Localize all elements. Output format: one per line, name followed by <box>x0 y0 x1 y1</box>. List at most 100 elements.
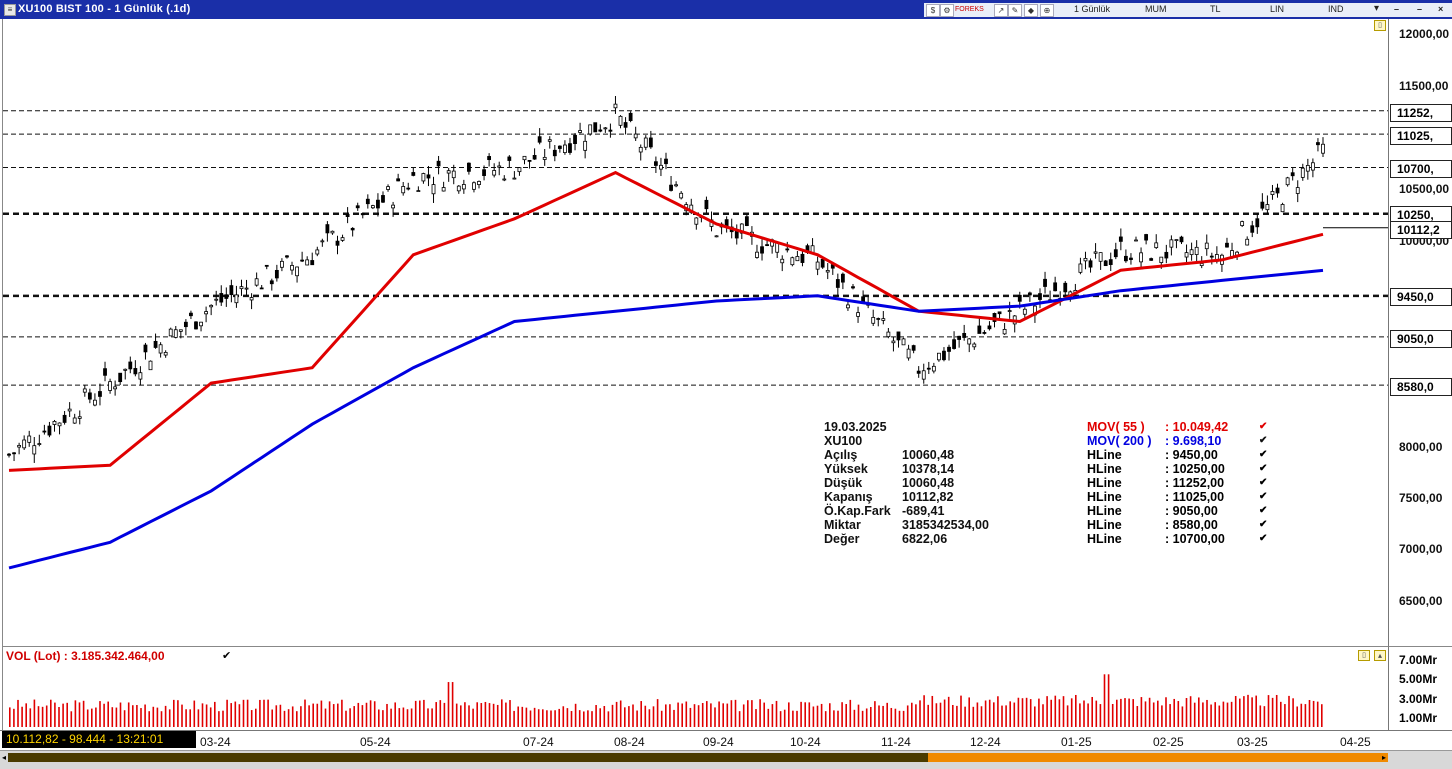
volume-bar <box>1173 698 1175 727</box>
volume-bar <box>1288 695 1290 727</box>
chart-settings-icon[interactable]: ▯ <box>1374 20 1386 31</box>
volume-bar <box>648 709 651 727</box>
volume-bar <box>201 703 204 727</box>
foreks-logo[interactable]: FOREKS <box>955 6 984 13</box>
candle-body <box>396 178 401 182</box>
volume-bar <box>259 699 261 727</box>
volume-bar <box>1177 701 1180 727</box>
x-tick: 03-25 <box>1237 735 1268 749</box>
volume-bar <box>841 702 843 727</box>
scroll-left-icon[interactable]: ◂ <box>1 753 6 762</box>
tool-icon-2[interactable]: ⚙ <box>940 4 954 17</box>
tool-icon-4[interactable]: ✎ <box>1008 4 1022 17</box>
volume-panel[interactable] <box>2 646 1389 731</box>
horizontal-scrollbar[interactable]: ◂ ▸ <box>0 750 1452 769</box>
legend-row-hline[interactable]: HLine: 10250,00 ✔ <box>1087 462 1267 476</box>
close-icon[interactable]: × <box>1438 4 1444 14</box>
volume-bar <box>1206 699 1208 727</box>
tool-icon-3[interactable]: ↗ <box>994 4 1008 17</box>
candle-body <box>133 368 138 375</box>
volume-bar <box>898 710 901 727</box>
tool-icon-1[interactable]: $ <box>926 4 940 17</box>
candle-body <box>1169 239 1174 248</box>
volume-bar <box>435 702 437 727</box>
currency-selector[interactable]: TL <box>1210 4 1221 14</box>
checkmark-icon[interactable]: ✔ <box>1259 463 1268 474</box>
candle-body <box>613 103 618 109</box>
checkmark-icon[interactable]: ✔ <box>1259 421 1268 432</box>
volume-bar <box>1116 699 1118 727</box>
candle-body <box>507 156 512 161</box>
tool-icon-5[interactable]: ◆ <box>1024 4 1038 17</box>
volume-settings-icon[interactable]: ▯ <box>1358 650 1370 661</box>
candle-body <box>194 321 198 330</box>
checkmark-icon[interactable]: ✔ <box>1259 505 1268 516</box>
tool-icon-6[interactable]: ⊕ <box>1040 4 1054 17</box>
legend-row-hline[interactable]: HLine: 8580,00 ✔ <box>1087 518 1267 532</box>
price-chart-area[interactable] <box>2 19 1389 646</box>
volume-bar <box>730 700 733 727</box>
checkmark-icon[interactable]: ✔ <box>1259 435 1268 446</box>
checkmark-icon[interactable]: ✔ <box>1259 533 1268 544</box>
legend-value: : 9450,00 <box>1165 448 1218 462</box>
legend-row-hline[interactable]: HLine: 9450,00 ✔ <box>1087 448 1267 462</box>
checkmark-icon[interactable]: ✔ <box>1259 449 1268 460</box>
candle-body <box>1199 263 1204 267</box>
volume-bar <box>160 711 163 727</box>
restore-icon[interactable]: – <box>1417 4 1423 14</box>
scroll-thumb[interactable] <box>8 753 928 762</box>
volume-bar <box>218 711 220 727</box>
legend-label: MOV( 200 ) <box>1087 434 1152 448</box>
candle-body <box>57 422 62 427</box>
volume-bar <box>144 704 146 727</box>
volume-bar <box>656 699 659 727</box>
period-selector[interactable]: 1 Günlük <box>1074 4 1111 14</box>
legend-row-hline[interactable]: HLine: 11252,00 ✔ <box>1087 476 1267 490</box>
scale-selector[interactable]: LIN <box>1270 4 1285 14</box>
checkmark-icon[interactable]: ✔ <box>1259 491 1268 502</box>
info-value: 10060,48 <box>902 448 955 462</box>
indicator-selector[interactable]: IND <box>1328 4 1344 14</box>
candle-body <box>82 388 87 393</box>
volume-bar <box>476 702 478 727</box>
style-selector[interactable]: MUM <box>1145 4 1167 14</box>
legend-row-ma55[interactable]: MOV( 55 ): 10.049,42 ✔ <box>1087 420 1267 434</box>
candle-body <box>1134 239 1138 242</box>
volume-bar <box>1005 705 1007 727</box>
volume-bar <box>894 708 897 727</box>
x-tick: 05-24 <box>360 735 391 749</box>
volume-bar <box>615 701 618 727</box>
volume-bar <box>759 699 761 727</box>
minimize-icon[interactable]: – <box>1394 4 1400 14</box>
checkmark-icon[interactable]: ✔ <box>1259 519 1268 530</box>
candle-body <box>52 420 57 425</box>
app-icon[interactable]: ≡ <box>4 4 16 16</box>
volume-bar <box>234 701 237 727</box>
volume-bar <box>365 702 368 727</box>
scroll-down-icon[interactable]: ▾ <box>1374 3 1380 14</box>
volume-bar <box>1034 706 1036 727</box>
candle-body <box>214 298 219 301</box>
volume-check-icon[interactable]: ✔ <box>222 650 232 662</box>
legend-row-hline[interactable]: HLine: 11025,00 ✔ <box>1087 490 1267 504</box>
volume-bar <box>263 699 265 727</box>
legend-row-hline[interactable]: HLine: 9050,00 ✔ <box>1087 504 1267 518</box>
legend-row-ma200[interactable]: MOV( 200 ): 9.698,10 ✔ <box>1087 434 1267 448</box>
volume-bar <box>738 711 741 727</box>
legend-row-hline[interactable]: HLine: 10700,00 ✔ <box>1087 532 1267 546</box>
hline-label: 9050,0 <box>1390 330 1452 348</box>
volume-bar <box>595 705 597 727</box>
candle-body <box>972 343 977 348</box>
volume-bar <box>132 705 134 727</box>
scroll-right-icon[interactable]: ▸ <box>1381 753 1386 762</box>
volume-bar <box>714 707 716 727</box>
volume-bar <box>624 707 626 727</box>
volume-bar <box>980 706 983 727</box>
checkmark-icon[interactable]: ✔ <box>1259 477 1268 488</box>
candle-body <box>472 182 476 190</box>
volume-bar <box>378 709 380 727</box>
hline-label: 9450,0 <box>1390 288 1452 306</box>
volume-bar <box>583 711 585 727</box>
volume-collapse-icon[interactable]: ▴ <box>1374 650 1386 661</box>
volume-bar <box>517 706 519 727</box>
